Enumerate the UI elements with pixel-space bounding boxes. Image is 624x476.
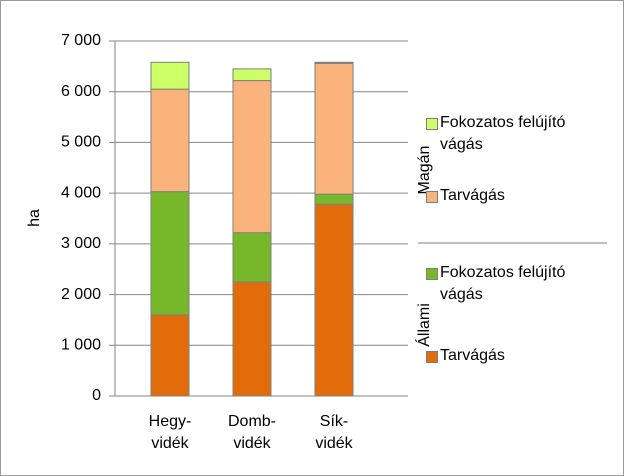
bar-segment: [314, 61, 354, 64]
legend-label: Fokozatos felújító vágás: [440, 264, 566, 303]
y-tick-label: 7 000: [61, 32, 101, 49]
bar-segment: [150, 314, 190, 397]
bar-segment: [150, 61, 190, 90]
legend-swatch: [426, 191, 438, 203]
bar-segment: [314, 203, 354, 397]
bar-segment: [314, 62, 354, 195]
bar-segment: [232, 232, 272, 283]
legend-label: Fokozatos felújító vágás: [440, 114, 566, 153]
bar-segment: [232, 281, 272, 397]
bar-segment: [150, 191, 190, 316]
y-tick-label: 2 000: [61, 286, 101, 303]
legend-label: Tarvágás: [440, 187, 505, 204]
bar-segment: [232, 68, 272, 82]
y-tick-label: 5 000: [61, 134, 101, 151]
y-tick-label: 6 000: [61, 83, 101, 100]
legend-swatch: [426, 118, 438, 130]
y-tick-label: 0: [92, 387, 101, 404]
legend-group-label: Magán: [416, 146, 433, 195]
bar-segment: [314, 193, 354, 205]
x-tick-label: Domb- vidék: [227, 413, 276, 452]
y-tick-label: 1 000: [61, 337, 101, 354]
bar-segment: [150, 88, 190, 193]
bar-segment: [232, 80, 272, 234]
legend-swatch: [426, 268, 438, 280]
legend-group-label: Állami: [414, 303, 433, 347]
x-tick-label: Sík- vidék: [315, 413, 353, 452]
y-tick-label: 3 000: [61, 235, 101, 252]
x-tick-label: Hegy- vidék: [148, 413, 192, 452]
y-tick-label: 4 000: [61, 184, 101, 201]
legend-swatch: [426, 351, 438, 363]
legend-label: Tarvágás: [440, 347, 505, 364]
y-axis-label: ha: [26, 209, 43, 227]
